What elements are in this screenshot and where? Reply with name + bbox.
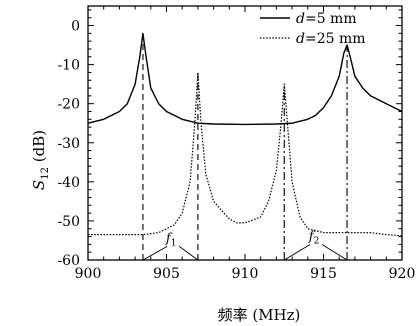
y-axis-label-subscript: 12 xyxy=(40,167,51,180)
y-tick-label: -60 xyxy=(57,253,80,269)
legend-variable: d xyxy=(296,11,305,27)
annotation-subscript: 2 xyxy=(314,236,320,246)
y-tick-label: -20 xyxy=(57,97,80,113)
legend-value: =5 mm xyxy=(305,11,357,27)
x-axis-label: 频率 (MHz) xyxy=(218,306,301,324)
y-axis-label: S12 (dB) xyxy=(30,130,51,190)
annotation-symbol: f xyxy=(165,231,173,246)
annotation-leader-right xyxy=(178,246,199,261)
annotation-leader-left xyxy=(284,244,311,261)
y-axis-label-unit: (dB) xyxy=(30,130,48,167)
legend-value: =25 mm xyxy=(305,31,366,47)
annotation-label-f1: f1 xyxy=(165,231,177,248)
legend-label: d=5 mm xyxy=(296,11,357,27)
legend-variable: d xyxy=(296,31,305,47)
annotation-symbol: f xyxy=(308,229,316,244)
annotation-subscript: 1 xyxy=(171,238,177,248)
y-tick-label: -30 xyxy=(57,136,80,152)
annotation-label-f2: f2 xyxy=(308,229,320,246)
y-tick-label: -10 xyxy=(57,58,80,74)
series-line-d25mm xyxy=(88,71,403,237)
x-tick-label: 910 xyxy=(232,266,259,282)
x-tick-label: 905 xyxy=(153,266,180,282)
series-line-d5mm xyxy=(87,32,403,126)
x-tick-label: 900 xyxy=(75,266,102,282)
annotation-leader-right xyxy=(321,244,348,261)
x-tick-label: 920 xyxy=(389,266,416,282)
y-axis-label-symbol: S xyxy=(30,180,48,190)
legend-label: d=25 mm xyxy=(296,31,366,47)
y-tick-label: -40 xyxy=(57,175,80,191)
y-tick-label: 0 xyxy=(71,19,80,35)
y-tick-label: -50 xyxy=(57,214,80,230)
annotation-leader-left xyxy=(142,246,168,261)
x-tick-label: 915 xyxy=(310,266,337,282)
